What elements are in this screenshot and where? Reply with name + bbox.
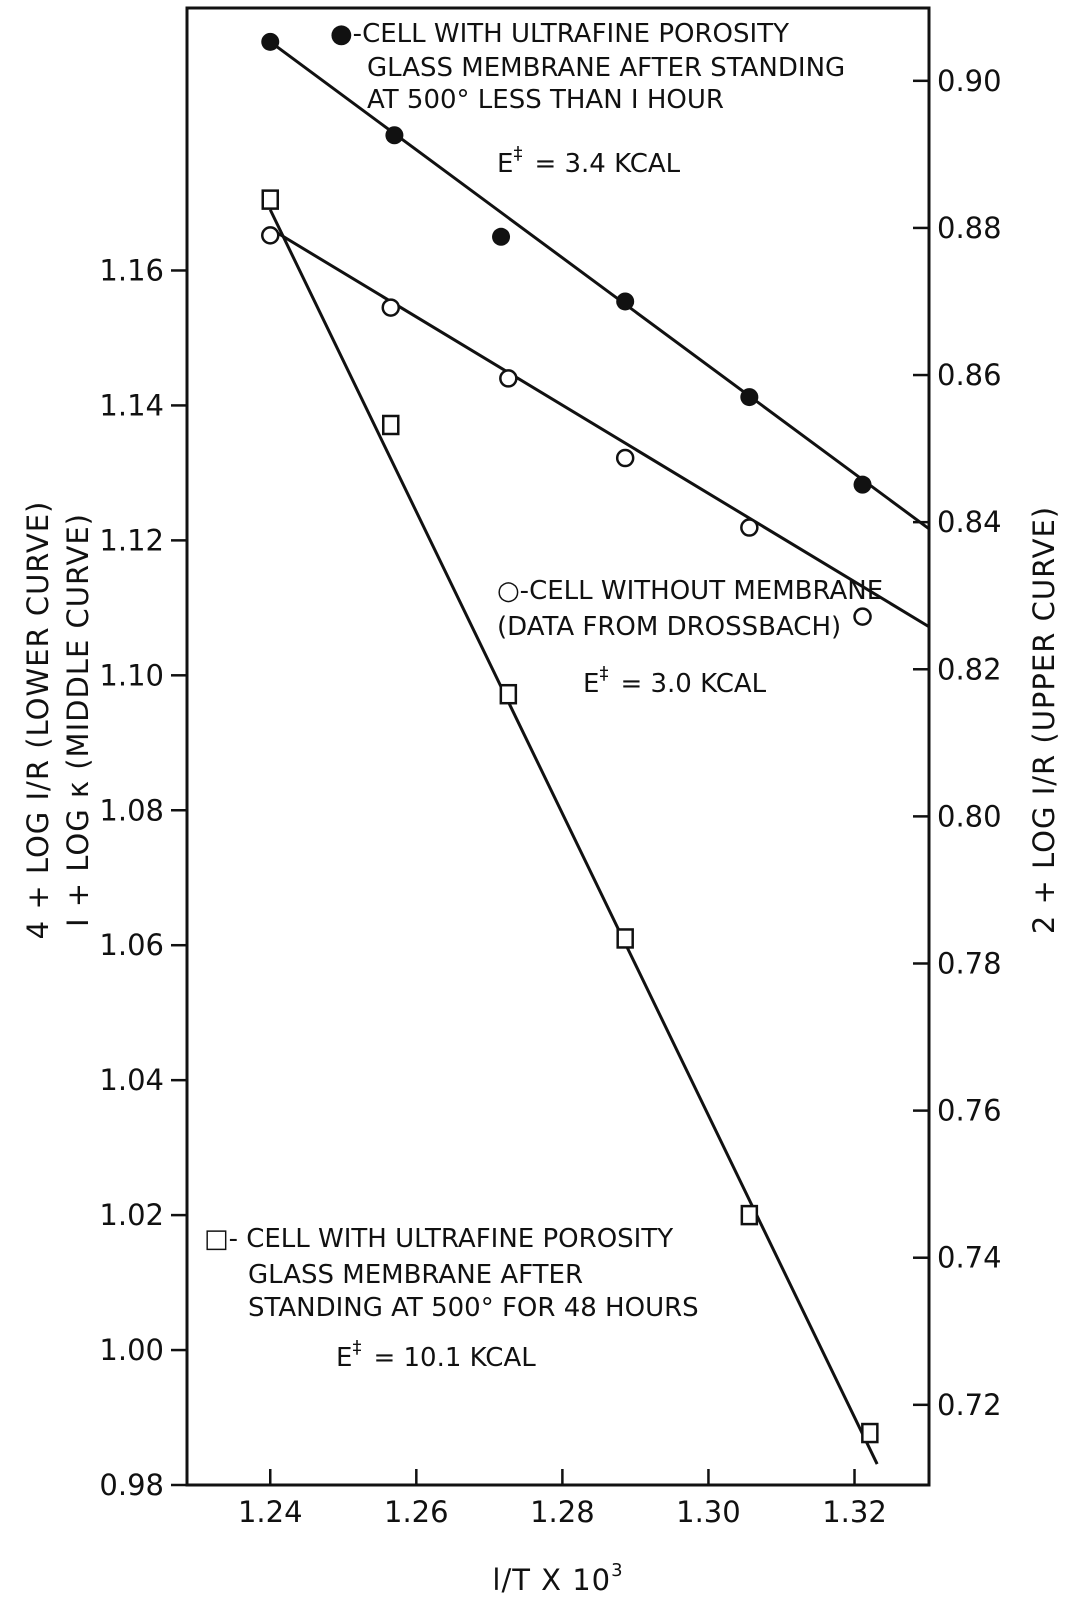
right-tick-label: 0.80 (937, 799, 1002, 833)
left-tick-label: 1.12 (99, 523, 164, 557)
right-tick-label: 0.72 (937, 1388, 1002, 1422)
right-tick-label: 0.78 (937, 946, 1002, 980)
right-tick-label: 0.84 (937, 505, 1002, 539)
data-markers (261, 32, 879, 1444)
lower-fit-line (268, 209, 879, 1465)
x-tick-label: 1.32 (822, 1495, 887, 1529)
fit-lines (268, 40, 930, 1465)
left-axis-title-line-1: 4 + LOG I/R (LOWER CURVE) (21, 501, 55, 940)
upper-annotation-line-2: GLASS MEMBRANE AFTER STANDING (367, 53, 845, 83)
x-tick-label: 1.26 (384, 1495, 449, 1529)
middle-point (381, 298, 401, 317)
lower-point (861, 1422, 879, 1444)
middle-curve-annotation: ○-CELL WITHOUT MEMBRANE (DATA FROM DROSS… (497, 576, 883, 699)
right-tick-label: 0.88 (937, 211, 1002, 245)
left-tick-label: 1.02 (99, 1198, 164, 1232)
middle-point (615, 448, 635, 468)
middle-point (499, 369, 518, 388)
left-tick-label: 1.04 (99, 1063, 164, 1097)
lower-annotation-line-3: STANDING AT 500° FOR 48 HOURS (248, 1293, 699, 1323)
middle-annotation-energy: E‡ = 3.0 KCAL (583, 663, 767, 699)
x-axis-title: l/T X 103 (492, 1560, 623, 1597)
x-tick-label: 1.24 (238, 1495, 303, 1529)
upper-curve-annotation: ●-CELL WITH ULTRAFINE POROSITY GLASS MEM… (330, 19, 845, 179)
left-tick-label: 1.10 (99, 658, 164, 692)
upper-point (492, 227, 511, 246)
plot-frame (185, 6, 931, 1487)
right-tick-label: 0.76 (937, 1094, 1002, 1128)
upper-point (616, 292, 635, 311)
middle-annotation-line-2: (DATA FROM DROSSBACH) (497, 612, 841, 642)
lower-point (261, 189, 280, 210)
upper-annotation-energy: E‡ = 3.4 KCAL (497, 143, 681, 179)
upper-annotation-line-1: ●-CELL WITH ULTRAFINE POROSITY (330, 19, 789, 49)
right-tick-label: 0.86 (937, 358, 1002, 392)
x-tick-label: 1.28 (530, 1495, 595, 1529)
left-axis-title-line-2: I + LOG κ (MIDDLE CURVE) (61, 513, 95, 927)
lower-point (616, 928, 634, 949)
left-tick-label: 1.14 (99, 388, 164, 422)
right-tick-label: 0.82 (937, 652, 1002, 686)
upper-point (853, 475, 872, 494)
x-tick-label: 1.30 (676, 1495, 741, 1529)
lower-point (382, 414, 400, 436)
upper-fit-line (269, 40, 930, 530)
right-axis-ticks: 0.72 0.74 0.76 0.78 0.80 0.82 0.84 0.86 0.88 0.90 (913, 64, 1002, 1422)
middle-annotation-line-1: ○-CELL WITHOUT MEMBRANE (497, 576, 883, 606)
right-axis-title: 2 + LOG I/R (UPPER CURVE) (1027, 506, 1061, 934)
right-tick-label: 0.90 (937, 64, 1002, 98)
left-axis-ticks: 0.98 1.00 1.02 1.04 1.06 1.08 1.10 1.12 1.14 1.16 (99, 253, 187, 1502)
middle-point (740, 518, 759, 537)
middle-fit-line (269, 227, 930, 629)
lower-annotation-line-1: □- CELL WITH ULTRAFINE POROSITY (204, 1224, 673, 1254)
upper-point (385, 126, 404, 145)
upper-point (261, 32, 280, 51)
lower-curve-annotation: □- CELL WITH ULTRAFINE POROSITY GLASS ME… (204, 1224, 699, 1373)
left-tick-label: 1.06 (99, 928, 164, 962)
upper-point (740, 388, 759, 407)
lower-annotation-line-2: GLASS MEMBRANE AFTER (248, 1260, 583, 1290)
lower-point (499, 683, 518, 705)
x-axis-ticks: 1.24 1.26 1.28 1.30 1.32 (238, 1469, 887, 1529)
left-tick-label: 1.08 (99, 793, 164, 827)
left-tick-label: 0.98 (99, 1468, 164, 1502)
left-tick-label: 1.00 (99, 1333, 164, 1367)
upper-annotation-line-3: AT 500° LESS THAN I HOUR (367, 85, 724, 115)
lower-annotation-energy: E‡ = 10.1 KCAL (336, 1337, 536, 1373)
middle-point (261, 226, 280, 245)
lower-point (740, 1204, 759, 1226)
left-tick-label: 1.16 (99, 253, 164, 287)
right-tick-label: 0.74 (937, 1241, 1002, 1275)
middle-point (853, 607, 872, 626)
